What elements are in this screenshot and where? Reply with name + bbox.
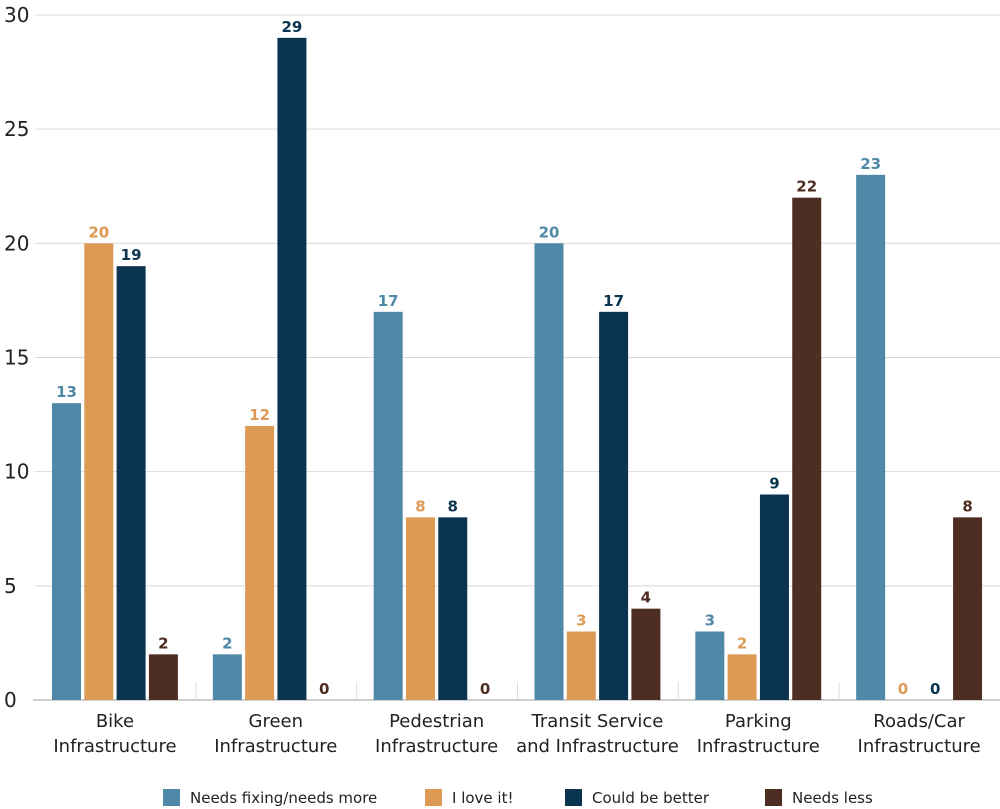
data-label: 19 [121,246,142,264]
legend-swatch [565,789,582,806]
bar [84,243,114,701]
data-label: 12 [249,406,270,424]
data-label: 0 [898,680,908,698]
x-tick-label: Roads/Car [873,711,965,732]
x-tick-label: Infrastructure [697,736,820,757]
data-label: 0 [930,680,940,698]
bar [373,311,403,700]
data-label: 23 [860,155,881,173]
bar [631,608,661,700]
data-label: 4 [641,589,651,607]
bar [438,517,468,700]
data-label: 13 [56,383,77,401]
bar [695,631,725,700]
data-label: 2 [158,634,168,652]
y-tick-label: 20 [4,231,29,255]
x-tick-label: Pedestrian [389,711,484,732]
data-label: 3 [705,612,715,630]
bar [212,654,242,700]
y-tick-label: 30 [4,3,29,27]
bar [116,266,146,700]
bar [534,243,564,701]
data-label: 0 [480,680,490,698]
bar [566,631,596,700]
x-tick-label: Bike [96,711,134,732]
bar [245,426,275,700]
bar [405,517,435,700]
legend-label: Needs fixing/needs more [190,789,377,807]
data-label: 17 [378,292,399,310]
data-label: 0 [319,680,329,698]
x-tick-label: Infrastructure [53,736,176,757]
data-label: 29 [281,18,302,36]
y-tick-label: 0 [4,688,17,712]
bar [856,174,886,701]
bar [759,494,789,700]
y-tick-label: 10 [4,460,29,484]
data-label: 8 [448,497,458,515]
data-label: 22 [796,178,817,196]
legend-swatch [425,789,442,806]
data-label: 20 [88,223,109,241]
y-tick-label: 25 [4,117,29,141]
data-label: 17 [603,292,624,310]
bar [727,654,757,700]
data-label: 8 [415,497,425,515]
bar [52,403,81,700]
data-label: 8 [962,497,972,515]
legend-label: Needs less [792,789,873,807]
legend-label: I love it! [452,789,513,807]
x-tick-label: Infrastructure [214,736,337,757]
data-label: 3 [576,612,586,630]
bar [792,197,822,700]
bar [148,654,178,700]
legend-swatch [765,789,782,806]
x-tick-label: Transit Service [531,711,664,732]
x-tick-label: Infrastructure [858,736,981,757]
x-tick-label: Green [249,711,304,732]
data-label: 2 [222,634,232,652]
x-tick-label: and Infrastructure [516,736,679,757]
y-tick-label: 5 [4,574,17,598]
y-tick-label: 15 [4,346,29,370]
data-label: 2 [737,634,747,652]
bar [277,37,307,701]
data-label: 9 [769,475,779,493]
data-label: 20 [539,223,560,241]
legend-swatch [163,789,180,806]
bar [599,311,629,700]
legend-label: Could be better [592,789,710,807]
x-tick-label: Parking [725,711,792,732]
x-tick-label: Infrastructure [375,736,498,757]
bar [953,517,983,700]
